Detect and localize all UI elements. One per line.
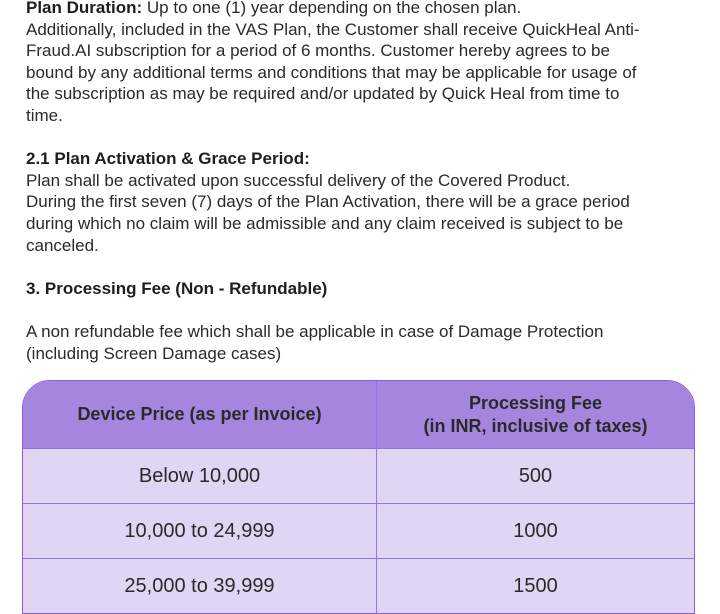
- text-line: canceled.: [26, 235, 99, 255]
- table-row: 10,000 to 24,999 1000: [23, 503, 694, 558]
- fee-cell: 1500: [513, 574, 558, 597]
- table-header: Device Price (as per Invoice) Processing…: [23, 381, 694, 448]
- section-heading: 3. Processing Fee (Non - Refundable): [26, 278, 328, 298]
- text-line: (including Screen Damage cases): [26, 343, 282, 363]
- plan-duration: Plan Duration: Up to one (1) year depend…: [26, 0, 640, 19]
- text-line: Fraud.AI subscription for a period of 6 …: [26, 41, 610, 61]
- text-line: A non refundable fee which shall be appl…: [26, 321, 604, 341]
- text-line: Additionally, included in the VAS Plan, …: [26, 19, 640, 39]
- header-fee-line1: Processing Fee: [468, 392, 603, 413]
- section-heading: 2.1 Plan Activation & Grace Period:: [26, 149, 310, 169]
- header-fee-line2: (in INR, inclusive of taxes): [423, 415, 648, 436]
- text-line: time.: [26, 105, 63, 125]
- plan-duration-label: Plan Duration:: [26, 0, 143, 17]
- fee-cell: 1000: [513, 519, 558, 542]
- text-line: bound by any additional terms and condit…: [26, 62, 637, 82]
- terms-text: Plan Duration: Up to one (1) year depend…: [26, 0, 640, 364]
- device-price-cell: Below 10,000: [23, 449, 377, 503]
- device-price-cell: 25,000 to 39,999: [23, 559, 377, 613]
- plan-duration-text: Up to one (1) year depending on the chos…: [142, 0, 522, 17]
- header-processing-fee: Processing Fee (in INR, inclusive of taxe…: [377, 381, 694, 448]
- text-line: During the first seven (7) days of the P…: [26, 192, 630, 212]
- fee-cell: 500: [518, 464, 553, 487]
- processing-fee-table: Device Price (as per Invoice) Processing…: [22, 380, 695, 614]
- text-line: the subscription as may be required and/…: [26, 84, 620, 104]
- table-row: 25,000 to 39,999 1500: [23, 558, 694, 613]
- text-line: during which no claim will be admissible…: [26, 213, 624, 233]
- text-line: Plan shall be activated upon successful …: [26, 170, 571, 190]
- header-device-price: Device Price (as per Invoice): [23, 381, 377, 448]
- table-row: Below 10,000 500: [23, 448, 694, 503]
- device-price-cell: 10,000 to 24,999: [23, 504, 377, 558]
